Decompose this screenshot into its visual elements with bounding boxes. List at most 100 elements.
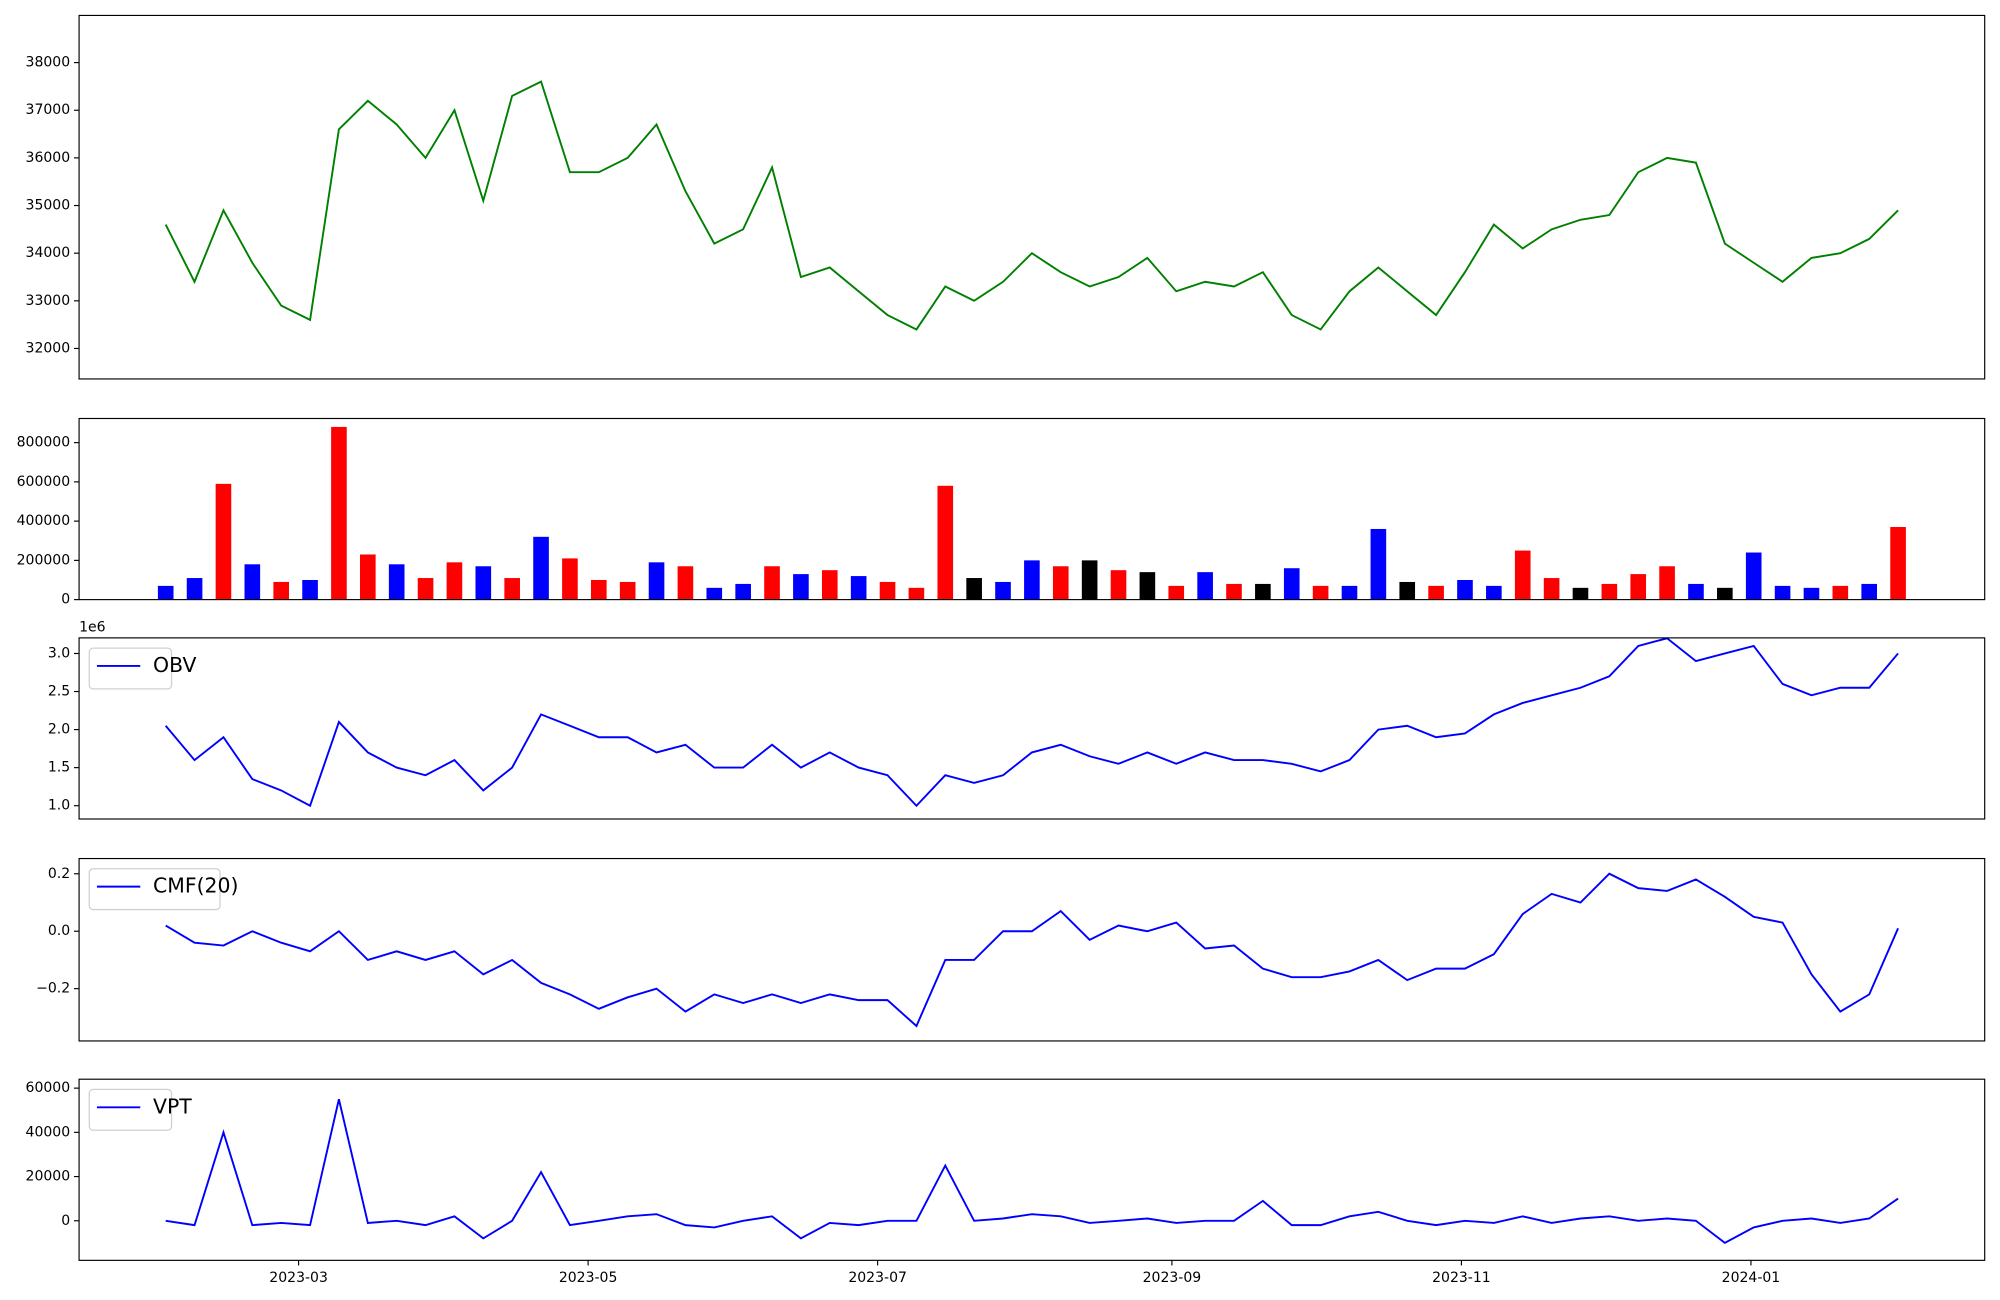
x-tick-label: 2023-11 bbox=[1432, 1270, 1491, 1286]
x-tick-label: 2023-03 bbox=[269, 1270, 328, 1286]
bar bbox=[244, 564, 261, 600]
bar bbox=[1717, 587, 1733, 600]
axes-frame bbox=[78, 637, 1986, 820]
bar bbox=[937, 485, 954, 600]
y-tick-label: 0 bbox=[61, 1213, 70, 1229]
bar bbox=[388, 564, 405, 600]
y-tick-label: 38000 bbox=[26, 55, 71, 71]
bar bbox=[1774, 585, 1791, 600]
y-tick-label: 2.5 bbox=[48, 684, 70, 700]
bar bbox=[1370, 528, 1387, 600]
bar bbox=[879, 581, 896, 600]
y-tick-label: 600000 bbox=[17, 474, 71, 490]
bar bbox=[590, 579, 607, 600]
bar bbox=[850, 576, 867, 600]
bar bbox=[417, 578, 434, 600]
bar bbox=[215, 483, 232, 600]
bar bbox=[1486, 585, 1502, 600]
bar bbox=[475, 566, 492, 600]
bar bbox=[1399, 581, 1416, 600]
bar bbox=[1861, 583, 1878, 600]
bar bbox=[1052, 566, 1069, 600]
bar bbox=[648, 562, 665, 600]
bar bbox=[677, 566, 694, 600]
y-tick-label: 0.0 bbox=[48, 923, 70, 939]
y-tick-label: 1.5 bbox=[48, 760, 70, 776]
bar bbox=[1688, 583, 1704, 600]
y-tick-label: 0.2 bbox=[48, 866, 70, 882]
y-tick-label: 2.0 bbox=[48, 722, 70, 738]
bar bbox=[1110, 570, 1127, 600]
bar bbox=[186, 578, 203, 600]
bar bbox=[533, 536, 549, 600]
legend-box bbox=[88, 868, 221, 911]
y-tick-label: 20000 bbox=[26, 1169, 71, 1185]
bar bbox=[1024, 560, 1040, 600]
bar bbox=[1514, 550, 1531, 600]
bar bbox=[360, 554, 376, 600]
bar bbox=[995, 581, 1011, 600]
legend-box bbox=[88, 1088, 173, 1131]
bar bbox=[619, 581, 636, 600]
legend-label: OBV bbox=[153, 653, 196, 677]
bar bbox=[331, 426, 347, 600]
bar bbox=[446, 562, 463, 600]
y-tick-label: 33000 bbox=[26, 293, 71, 309]
legend-label: CMF(20) bbox=[153, 874, 238, 898]
bar bbox=[764, 566, 780, 600]
bar bbox=[1255, 583, 1271, 600]
bar bbox=[1630, 574, 1647, 600]
axes-frame bbox=[78, 1078, 1986, 1261]
bar bbox=[793, 574, 809, 600]
bar bbox=[1745, 552, 1762, 600]
line bbox=[165, 872, 1899, 1028]
bar bbox=[1543, 578, 1560, 600]
line bbox=[164, 80, 1899, 331]
bar bbox=[1572, 587, 1589, 600]
bar bbox=[966, 578, 982, 600]
y-tick-label: 1.0 bbox=[48, 798, 70, 814]
bar bbox=[157, 585, 174, 600]
axes-frame bbox=[78, 417, 1986, 601]
bar bbox=[562, 558, 578, 600]
y-tick-label: 800000 bbox=[17, 435, 71, 451]
y-tick-label: 3.0 bbox=[48, 645, 70, 661]
y-tick-label: 37000 bbox=[26, 102, 71, 118]
bar bbox=[1341, 585, 1358, 600]
bar bbox=[1139, 572, 1156, 600]
bar bbox=[1803, 587, 1820, 600]
bar bbox=[1659, 566, 1675, 600]
x-tick-label: 2023-09 bbox=[1143, 1270, 1202, 1286]
bar bbox=[273, 581, 290, 600]
y-tick-label: −0.2 bbox=[36, 981, 70, 997]
offset-label: 1e6 bbox=[79, 620, 106, 636]
y-tick-label: 60000 bbox=[26, 1080, 71, 1096]
y-tick-label: 35000 bbox=[26, 198, 71, 214]
bar bbox=[1226, 583, 1242, 600]
bar bbox=[1457, 579, 1473, 600]
bar bbox=[504, 578, 520, 600]
y-tick-label: 32000 bbox=[26, 340, 71, 356]
legend-box bbox=[88, 647, 173, 690]
x-tick-label: 2024-01 bbox=[1722, 1270, 1781, 1286]
bar bbox=[1601, 583, 1618, 600]
bar bbox=[1283, 568, 1300, 600]
bar bbox=[908, 587, 925, 600]
y-tick-label: 34000 bbox=[26, 245, 71, 261]
bar bbox=[1312, 585, 1329, 600]
bar bbox=[1081, 560, 1098, 600]
y-tick-label: 400000 bbox=[17, 513, 71, 529]
y-tick-label: 36000 bbox=[26, 150, 71, 166]
axes-frame bbox=[78, 14, 1986, 380]
bar bbox=[1890, 527, 1906, 600]
line bbox=[165, 1099, 1899, 1244]
y-tick-label: 40000 bbox=[26, 1124, 71, 1140]
x-tick-label: 2023-07 bbox=[848, 1270, 907, 1286]
y-tick-label: 0 bbox=[61, 592, 70, 608]
bar bbox=[1168, 585, 1185, 600]
x-tick-label: 2023-05 bbox=[559, 1270, 618, 1286]
bar bbox=[821, 570, 838, 600]
y-tick-label: 200000 bbox=[17, 552, 71, 568]
axes-frame bbox=[78, 857, 1986, 1042]
